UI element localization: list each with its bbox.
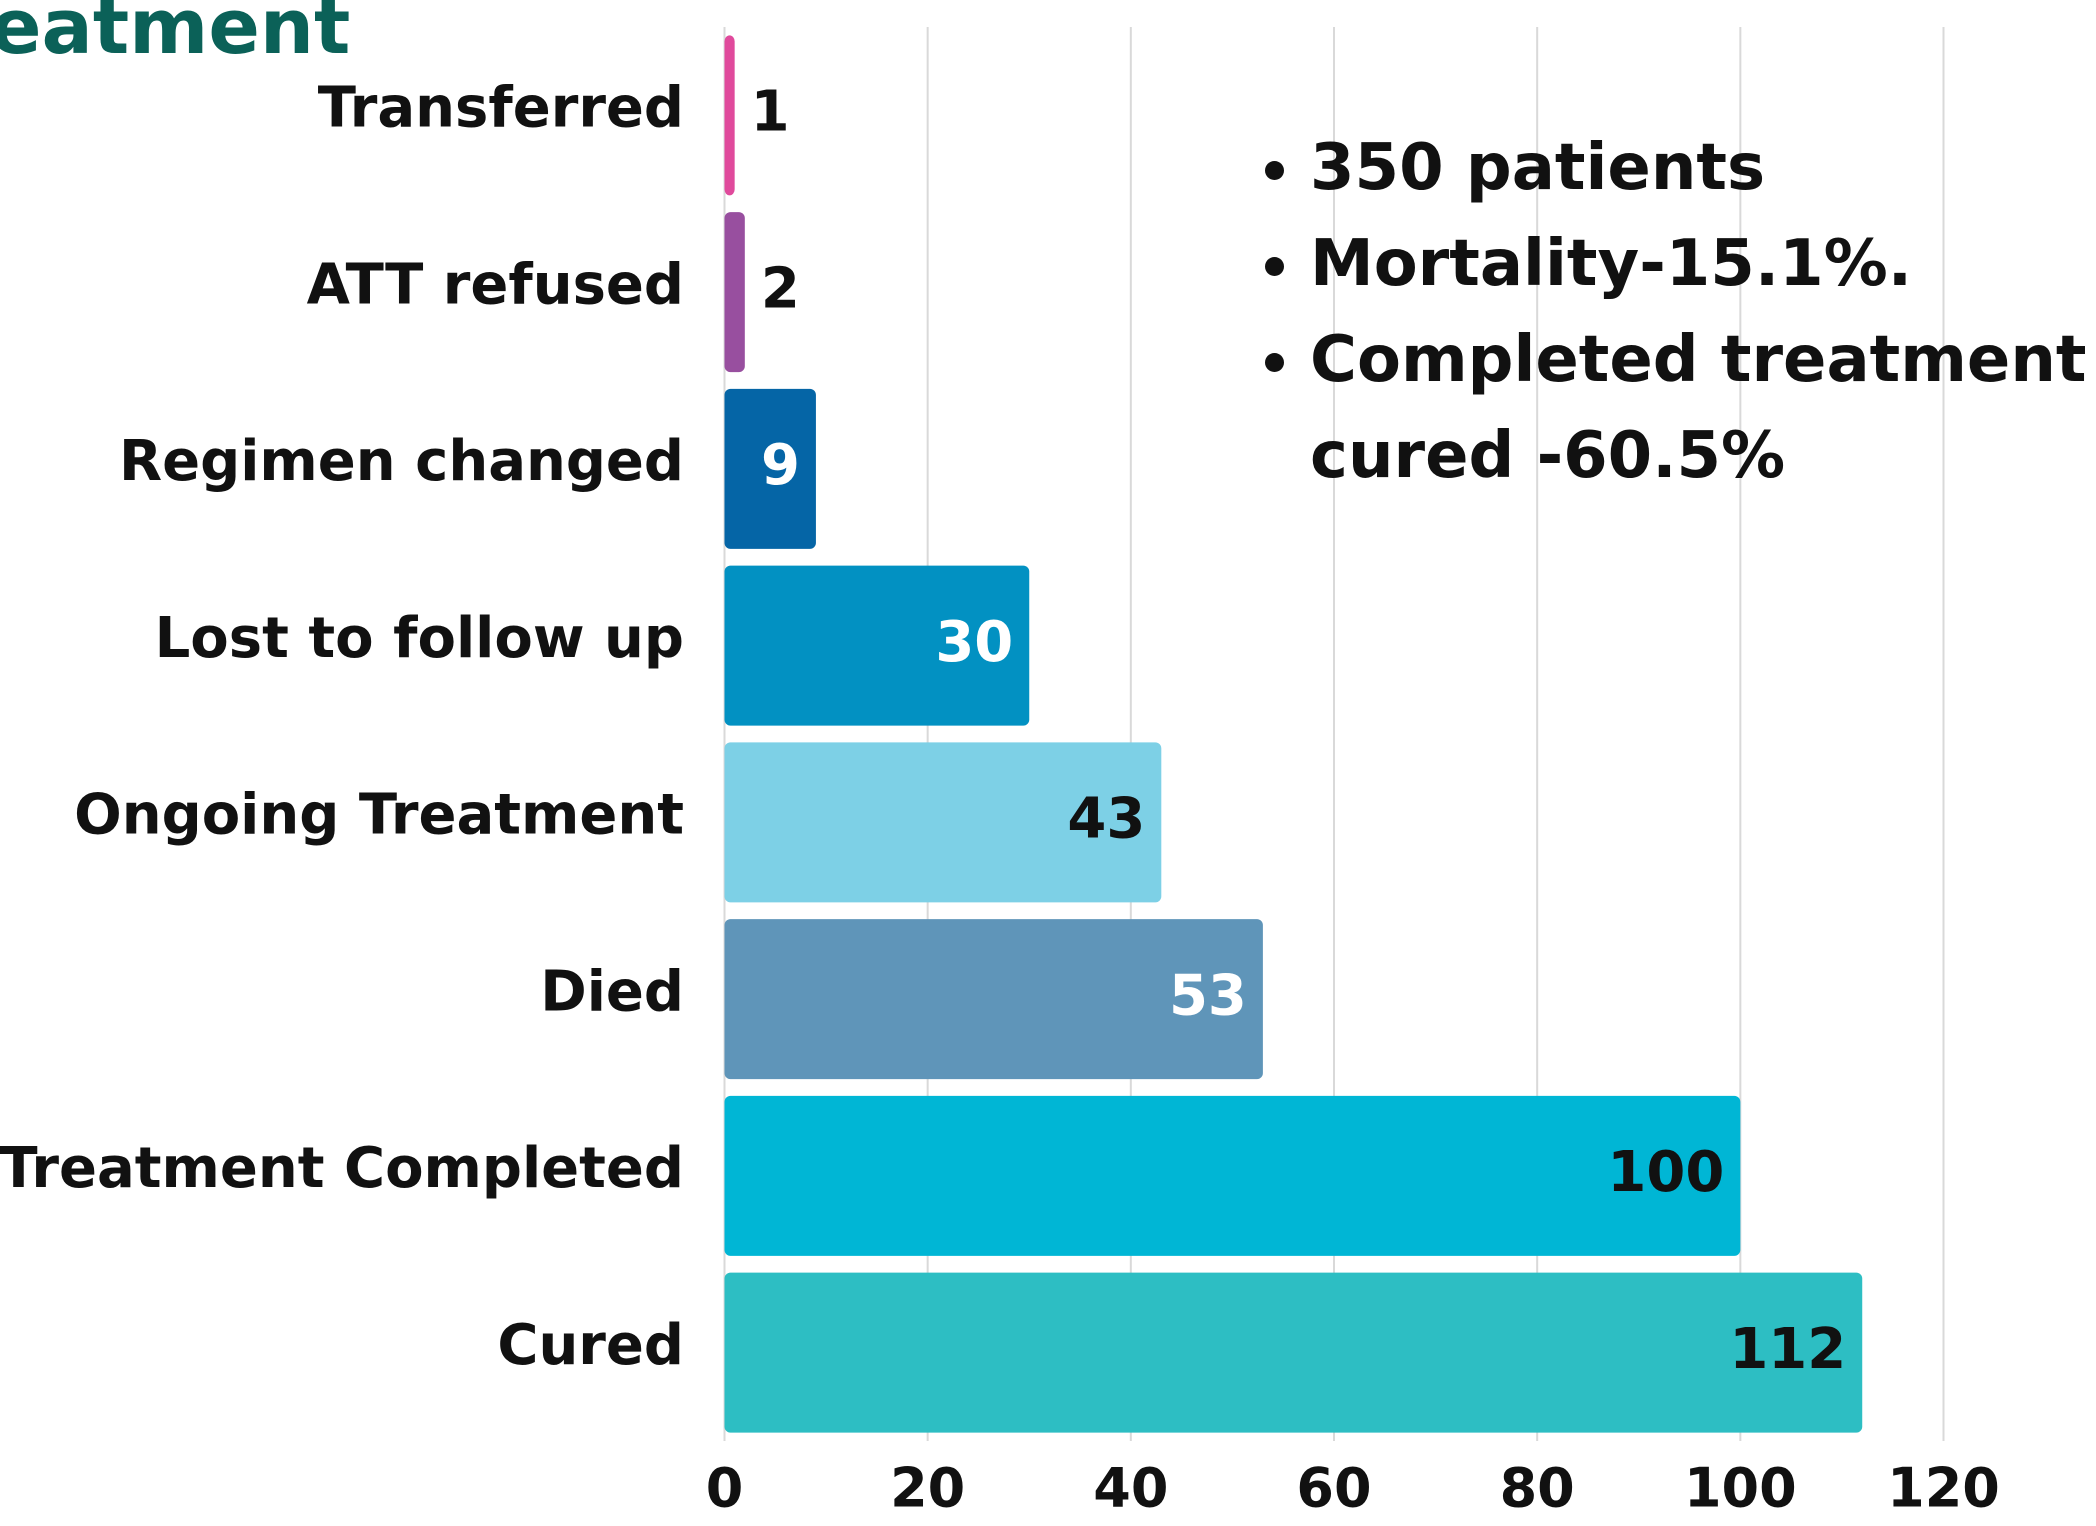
x-tick-label: 0	[706, 1457, 744, 1520]
value-label: 2	[761, 256, 800, 321]
note: Mortality-15.1%.	[1310, 216, 2096, 312]
note: 350 patients	[1310, 120, 2096, 216]
value-label: 43	[1067, 787, 1145, 852]
y-tick-label: Ongoing Treatment	[74, 783, 684, 848]
y-tick-label: Transferred	[318, 76, 684, 141]
x-tick-label: 60	[1296, 1457, 1371, 1520]
y-tick-label: Treatment Completed	[0, 1136, 684, 1201]
value-label: 100	[1607, 1140, 1724, 1205]
y-tick-label: Died	[540, 959, 684, 1024]
value-label: 9	[761, 433, 800, 498]
note: Completed treatment / cured -60.5%	[1310, 312, 2096, 504]
y-tick-label: Regimen changed	[119, 429, 684, 494]
x-tick-label: 20	[890, 1457, 965, 1520]
value-label: 1	[751, 80, 790, 145]
x-tick-label: 100	[1684, 1457, 1797, 1520]
notes: 350 patients Mortality-15.1%. Completed …	[1250, 120, 2096, 504]
value-label: 30	[935, 610, 1013, 675]
x-tick-label: 80	[1500, 1457, 1575, 1520]
x-tick-label: 40	[1093, 1457, 1168, 1520]
y-tick-label: Cured	[497, 1313, 684, 1378]
bar	[725, 1096, 1741, 1256]
y-tick-label: Lost to follow up	[155, 606, 684, 671]
bar	[725, 212, 745, 372]
x-tick-label: 120	[1887, 1457, 2000, 1520]
bar	[725, 1273, 1863, 1433]
page: eatment 0 20 40 60 80 100 120 Transferred 1 ATT r…	[0, 0, 2096, 1526]
bar	[725, 35, 735, 195]
value-label: 53	[1169, 963, 1247, 1028]
y-tick-label: ATT refused	[307, 252, 684, 317]
value-label: 112	[1729, 1317, 1846, 1382]
title: eatment	[0, 0, 350, 71]
